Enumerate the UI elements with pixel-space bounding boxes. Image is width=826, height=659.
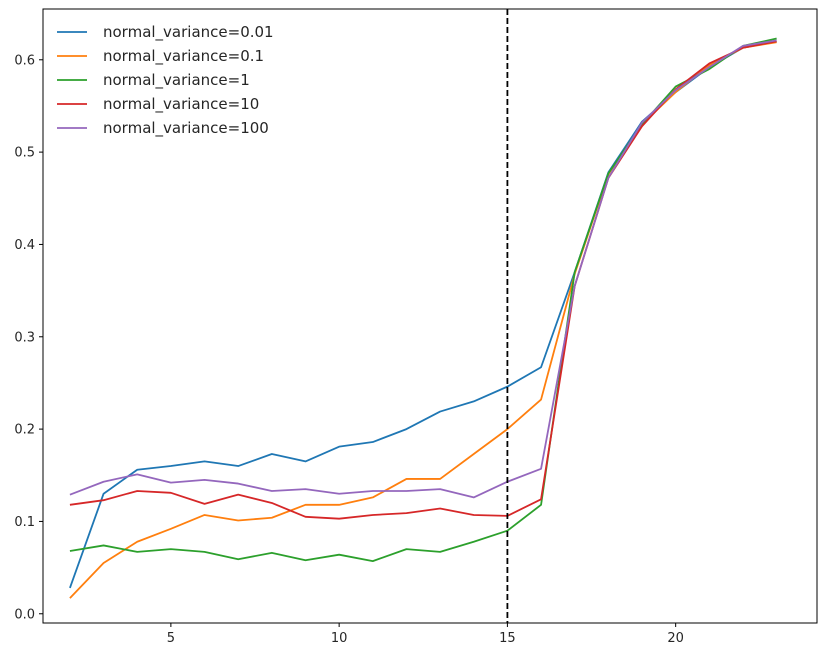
x-tick-label: 5 [167, 631, 175, 646]
y-tick-label: 0.3 [14, 330, 35, 345]
axes: 5 10 15 20 0.0 0.1 0.2 0.3 0.4 0.5 0.6 [14, 8, 818, 646]
axes-frame [42, 8, 818, 624]
plot-area [69, 9, 777, 623]
x-tick-label: 20 [667, 631, 684, 646]
y-tick-label: 0.5 [14, 146, 35, 161]
legend-label-0: normal_variance=0.01 [103, 23, 274, 42]
legend-label-2: normal_variance=1 [103, 71, 250, 90]
legend-label-3: normal_variance=10 [103, 95, 259, 114]
series-line-4 [69, 39, 777, 499]
legend-label-4: normal_variance=100 [103, 119, 269, 138]
legend: normal_variance=0.01 normal_variance=0.1n… [57, 23, 274, 138]
x-tick-label: 10 [331, 631, 348, 646]
y-tick-label: 0.4 [14, 238, 35, 253]
series-line-3 [69, 40, 777, 520]
y-tick-label: 0.1 [14, 515, 35, 530]
y-tick-label: 0.0 [14, 607, 35, 622]
x-tick-label: 15 [499, 631, 516, 646]
legend-label-1: normal_variance=0.1 [103, 47, 264, 66]
y-tick-label: 0.6 [14, 53, 35, 68]
y-tick-label: 0.2 [14, 423, 35, 438]
